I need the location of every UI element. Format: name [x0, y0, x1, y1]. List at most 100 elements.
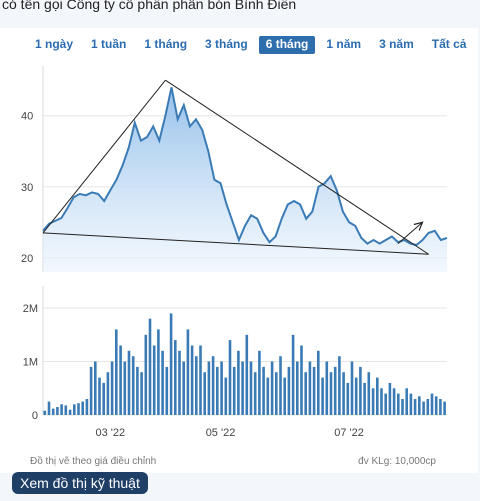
x-tick-jul-22: 07 '22 — [334, 427, 364, 439]
range-all-button[interactable]: Tất cả — [431, 37, 467, 51]
x-tick-may-22: 05 '22 — [206, 427, 236, 439]
volume-bar — [434, 396, 438, 415]
volume-bar — [409, 393, 413, 415]
price-y-axis: 40 30 20 — [21, 111, 33, 265]
volume-bar — [380, 388, 383, 415]
volume-bar — [275, 372, 278, 415]
volume-bar — [249, 361, 253, 415]
volume-bar — [186, 329, 190, 415]
volume-bar — [98, 377, 101, 415]
volume-bar — [443, 401, 446, 415]
volume-bar — [68, 409, 72, 415]
volume-bar — [94, 361, 97, 415]
volume-bar — [266, 377, 270, 415]
volume-bar — [253, 372, 257, 415]
volume-bar — [321, 377, 324, 415]
volume-bar — [296, 361, 299, 415]
volume-bar — [262, 366, 265, 415]
volume-bar — [228, 340, 232, 415]
volume-bar — [418, 396, 421, 415]
volume-bar — [270, 361, 274, 415]
volume-bar — [60, 404, 63, 415]
volume-y-tick-2m: 2M — [23, 303, 38, 315]
volume-bar — [279, 356, 282, 415]
volume-bar — [350, 361, 354, 415]
volume-bar — [216, 366, 219, 415]
range-3-months-button[interactable]: 3 tháng — [205, 37, 248, 51]
range-1-year-button[interactable]: 1 năm — [326, 37, 362, 51]
volume-bar — [199, 345, 202, 415]
volume-bar — [115, 329, 118, 415]
volume-bar — [56, 407, 59, 415]
range-1-month-button[interactable]: 1 tháng — [144, 37, 188, 51]
volume-bar — [245, 334, 249, 415]
volume-bar — [342, 372, 345, 415]
volume-bar — [85, 399, 89, 415]
volume-bar — [203, 372, 206, 415]
volume-bar — [291, 334, 295, 415]
range-1-week-button[interactable]: 1 tuần — [91, 37, 127, 51]
volume-bar — [300, 345, 303, 415]
volume-bar — [346, 382, 350, 415]
trend-arrow — [397, 222, 422, 244]
volume-bar — [43, 410, 47, 415]
volume-bar — [376, 377, 379, 415]
volume-bars — [43, 313, 446, 415]
volume-bar — [359, 366, 362, 415]
volume-bar — [106, 372, 110, 415]
view-technical-chart-button[interactable]: Xem đồ thị kỹ thuật — [12, 472, 148, 494]
range-1-day-button[interactable]: 1 ngày — [35, 37, 74, 51]
x-tick-mar-22: 03 '22 — [96, 427, 126, 439]
volume-bar — [182, 361, 185, 415]
volume-bar — [329, 372, 333, 415]
volume-bar — [77, 403, 80, 415]
volume-bar — [144, 334, 148, 415]
trendlines — [42, 79, 429, 255]
volume-bar — [413, 399, 417, 415]
volume-bar — [51, 408, 55, 415]
volume-bar — [152, 345, 156, 415]
volume-bar — [220, 361, 223, 415]
volume-bar — [312, 366, 316, 415]
range-6-months-button[interactable]: 6 tháng — [258, 36, 316, 54]
range-3-years-button[interactable]: 3 năm — [379, 37, 414, 51]
volume-bar — [338, 356, 341, 415]
volume-bar — [207, 361, 211, 415]
volume-bar — [131, 356, 135, 415]
volume-bar — [119, 345, 122, 415]
volume-bar — [422, 401, 425, 415]
volume-bar — [140, 372, 143, 415]
volume-bar — [169, 313, 173, 415]
volume-unit-note: đv KLg: 10,000cp — [358, 456, 436, 467]
volume-bar — [426, 399, 430, 415]
price-line — [42, 87, 448, 247]
price-area-fill — [43, 87, 447, 272]
volume-bar — [174, 340, 177, 415]
trendline — [165, 79, 429, 255]
volume-bar — [232, 366, 236, 415]
volume-bar — [136, 366, 139, 415]
volume-bar — [287, 366, 291, 415]
volume-bar — [384, 393, 387, 415]
volume-bar — [195, 356, 198, 415]
volume-bar — [237, 350, 240, 415]
volume-grid — [42, 286, 447, 416]
volume-y-tick-0: 0 — [32, 410, 38, 422]
volume-bar — [325, 361, 329, 415]
volume-bar — [157, 329, 160, 415]
range-selector: 1 ngày 1 tuần 1 tháng 3 tháng 6 tháng 1 … — [28, 36, 477, 54]
volume-bar — [317, 350, 320, 415]
volume-bar — [388, 382, 392, 415]
volume-bar — [178, 350, 181, 415]
volume-bar — [401, 399, 404, 415]
volume-bar — [258, 350, 261, 415]
volume-bar — [308, 361, 312, 415]
volume-bar — [367, 372, 371, 415]
company-caption: có tên gọi Công ty cổ phần phân bón Bình… — [2, 0, 297, 12]
volume-bar — [110, 361, 114, 415]
volume-bar — [333, 366, 337, 415]
volume-bar — [81, 401, 84, 415]
volume-bar — [371, 388, 375, 415]
volume-bar — [102, 382, 105, 415]
price-y-tick-40: 40 — [21, 111, 33, 123]
